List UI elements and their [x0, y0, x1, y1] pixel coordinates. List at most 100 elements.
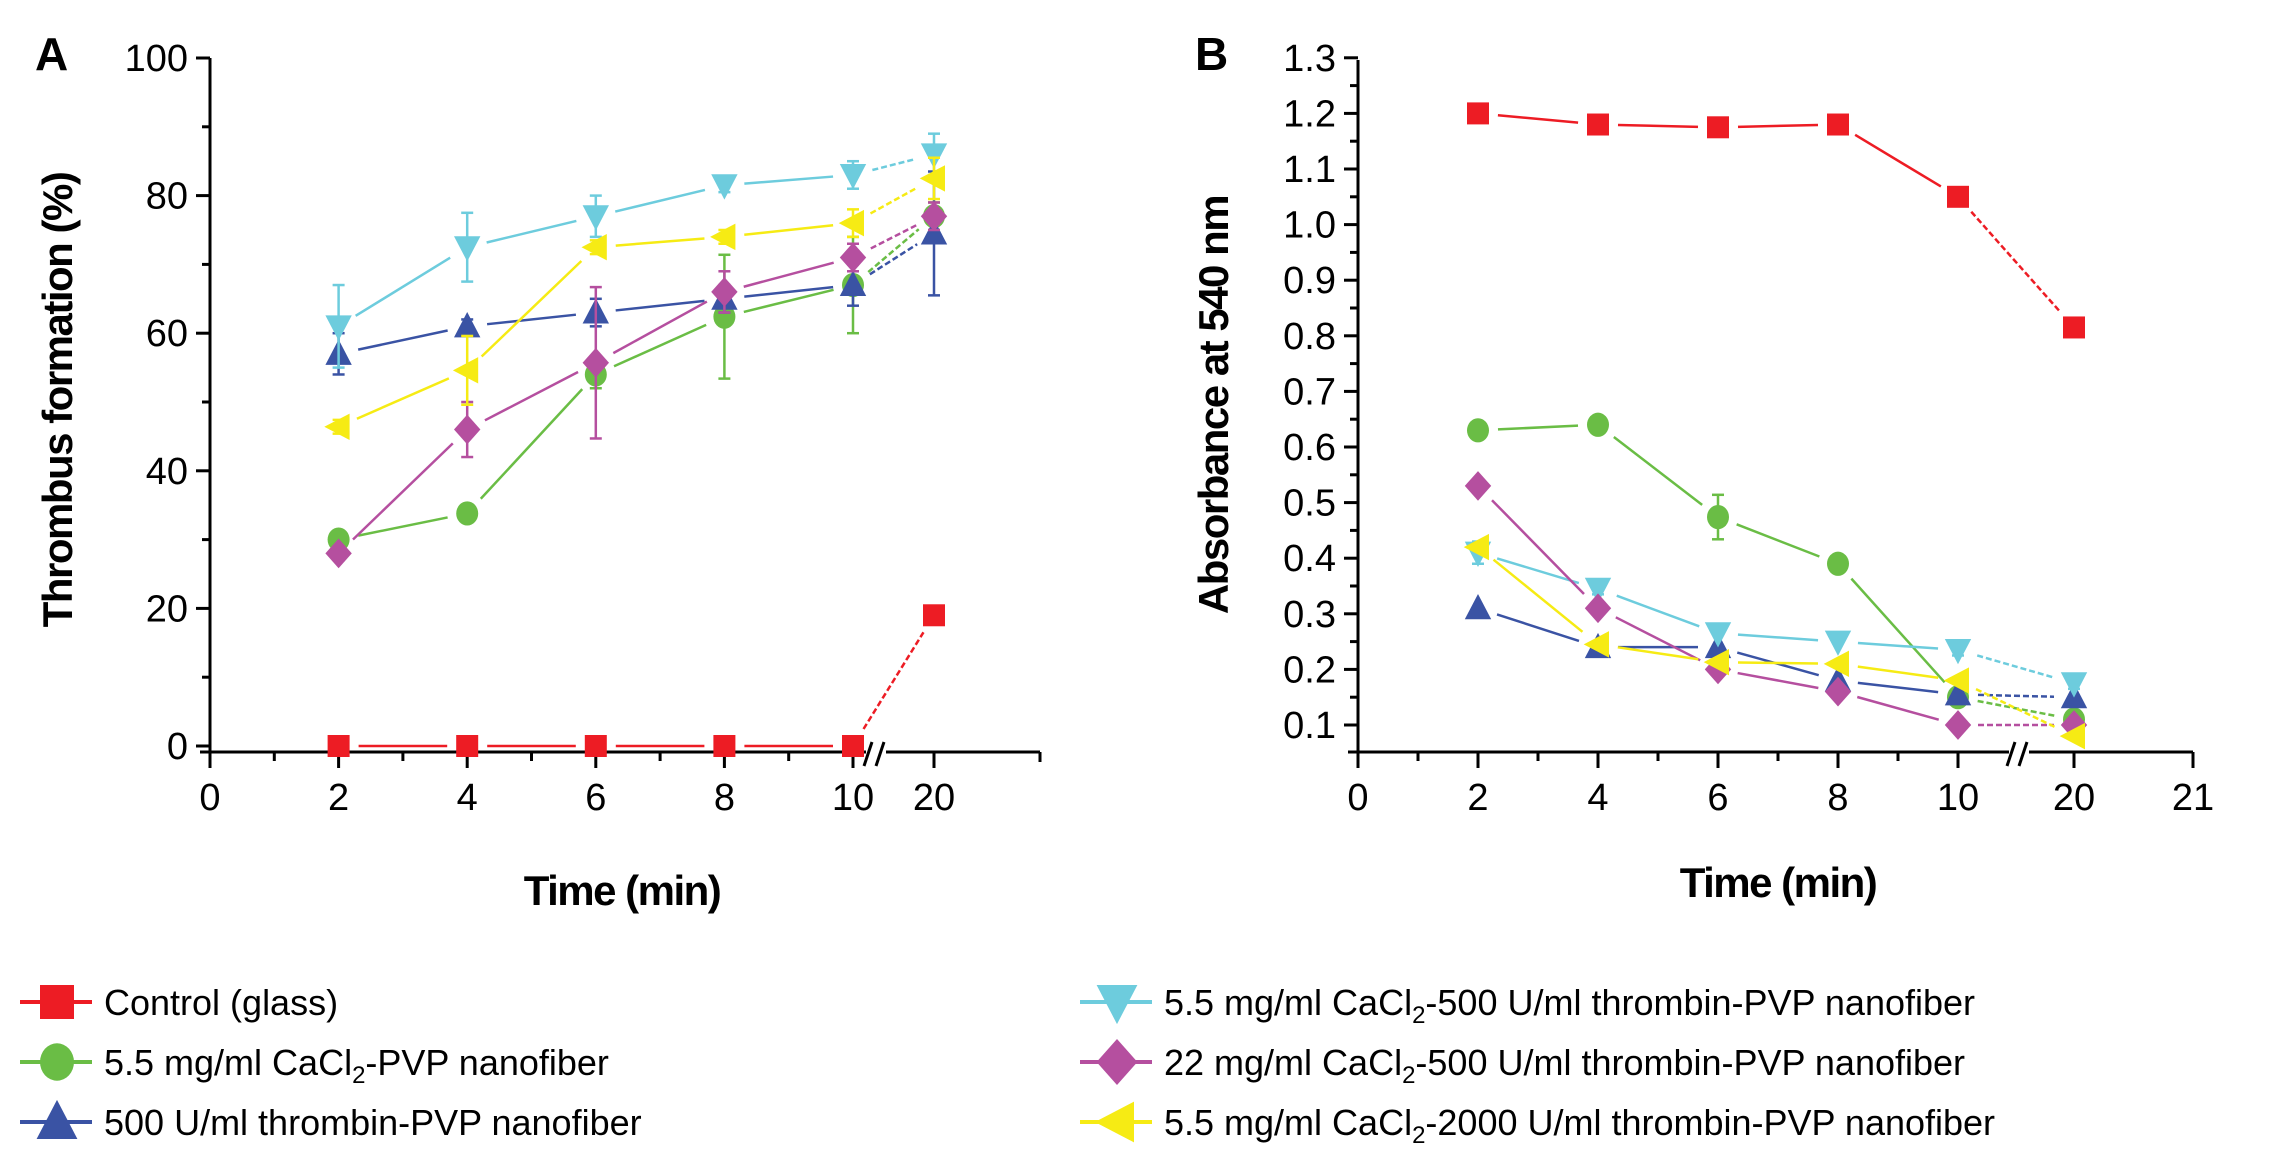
chart-b-x-axis-title: Time (min) — [1680, 859, 1877, 906]
data-point-square — [584, 735, 607, 757]
series-line-segment — [743, 288, 834, 314]
data-point-triangle-down — [454, 236, 481, 262]
chart-b-series — [1463, 102, 2088, 750]
data-point-diamond — [920, 201, 948, 232]
y-tick-label: 100 — [125, 38, 188, 80]
series-line-segment — [1496, 613, 1580, 643]
series-line-segment — [1977, 693, 2055, 698]
series-22-mg-ml-cacl2-500-u-ml-thrombin-pvp-nanofiber — [1464, 471, 2088, 740]
series-line-segment — [1857, 681, 1939, 694]
legend-marker-triangle-left-icon — [1094, 1101, 1134, 1143]
series-line-segment — [1857, 641, 1939, 650]
data-point-triangle-down — [1944, 638, 1972, 665]
y-tick-label: 1.3 — [1283, 38, 1336, 80]
series-line-segment — [1977, 699, 2055, 717]
data-point-diamond — [582, 347, 609, 378]
legend-label: 5.5 mg/ml CaCl2-PVP nanofiber — [104, 1042, 609, 1089]
series-line-segment — [872, 158, 915, 172]
chart-a-y-axis-title: Thrombus formation (%) — [34, 173, 81, 628]
y-tick-label: 0 — [167, 726, 188, 768]
series-line-segment — [1856, 695, 1940, 721]
data-point-square — [1947, 185, 1969, 208]
data-point-diamond — [2060, 710, 2088, 740]
data-point-square — [842, 735, 864, 757]
axis-break-mark — [862, 741, 874, 767]
y-tick-label: 0.4 — [1283, 538, 1336, 580]
series-line-segment — [613, 323, 707, 368]
legend-label: 22 mg/ml CaCl2-500 U/ml thrombin-PVP nan… — [1164, 1042, 1965, 1089]
x-tick-label: 10 — [1937, 777, 1979, 819]
y-tick-label: 0.5 — [1283, 483, 1336, 525]
series-500-u-ml-thrombin-pvp-nanofiber — [325, 170, 948, 376]
y-tick-label: 60 — [146, 313, 188, 355]
series-5-5-mg-ml-cacl2-500-u-ml-thrombin-pvp-nanofiber — [325, 132, 948, 369]
data-point-triangle-down — [920, 143, 948, 169]
series-line-segment — [1975, 688, 2057, 729]
series-line-segment — [614, 188, 706, 213]
series-5-5-mg-ml-cacl2-2000-u-ml-thrombin-pvp-nanofiber — [324, 156, 945, 440]
x-tick-label: 4 — [457, 777, 478, 819]
legend-marker-diamond-icon — [1096, 1039, 1138, 1085]
series-line-segment — [1737, 633, 1819, 642]
series-line-segment — [1857, 665, 1939, 680]
chart-a-series — [324, 132, 948, 757]
data-point-triangle-up — [839, 270, 867, 297]
series-line-segment — [869, 243, 918, 276]
data-point-triangle-down — [1584, 577, 1612, 604]
series-line-segment — [867, 228, 920, 274]
y-tick-label: 80 — [146, 176, 188, 218]
legend-item: 5.5 mg/ml CaCl2-PVP nanofiber — [20, 1042, 609, 1089]
series-line-segment — [479, 388, 584, 500]
series-line-segment — [1617, 646, 1699, 661]
legend-label: 5.5 mg/ml CaCl2-2000 U/ml thrombin-PVP n… — [1164, 1102, 1995, 1149]
x-tick-label: 20 — [2053, 777, 2095, 819]
x-tick-label: 0 — [1347, 777, 1368, 819]
data-point-diamond — [1584, 593, 1612, 624]
data-point-triangle-left — [1823, 650, 1849, 678]
series-line-segment — [356, 377, 450, 420]
y-tick-label: 1.2 — [1283, 93, 1336, 135]
y-tick-label: 0.6 — [1283, 427, 1336, 469]
data-point-diamond — [454, 414, 481, 445]
data-point-triangle-up — [1464, 593, 1492, 620]
data-point-triangle-left — [1463, 533, 1489, 561]
data-point-triangle-left — [452, 357, 479, 384]
data-point-square — [327, 735, 350, 757]
series-control-glass — [1467, 102, 2085, 339]
data-point-triangle-down — [1704, 622, 1732, 648]
series-line-segment — [862, 631, 925, 730]
data-point-square — [456, 735, 479, 757]
data-point-square — [1467, 102, 1489, 125]
data-point-diamond — [325, 538, 352, 569]
x-tick-label: 21 — [2172, 777, 2214, 819]
axis-break-mark — [874, 741, 886, 767]
y-tick-label: 40 — [146, 451, 188, 493]
legend-item: 22 mg/ml CaCl2-500 U/ml thrombin-PVP nan… — [1080, 1039, 1965, 1089]
data-point-square — [1707, 116, 1729, 139]
series-line-segment — [1491, 499, 1585, 595]
chart-b: B Absorbance at 540 nm Time (min) 0 2 4 6 8 1… — [1190, 28, 2214, 906]
series-control-glass — [327, 604, 945, 757]
series-line-segment — [1497, 424, 1579, 431]
series-line-segment — [354, 256, 451, 317]
series-line-segment — [1616, 594, 1700, 628]
x-tick-label: 4 — [1587, 777, 1608, 819]
data-point-square — [1587, 113, 1609, 136]
series-line-segment — [486, 219, 577, 244]
data-point-circle — [1827, 551, 1849, 576]
data-point-triangle-left — [1703, 648, 1729, 676]
legend-marker-triangle-down-icon — [1096, 985, 1138, 1025]
series-line-segment — [357, 329, 448, 351]
data-point-diamond — [1944, 710, 1972, 740]
x-tick-label: 20 — [913, 777, 955, 819]
series-line-segment — [484, 370, 579, 422]
data-point-triangle-down — [582, 205, 609, 231]
legend-label: 5.5 mg/ml CaCl2-500 U/ml thrombin-PVP na… — [1164, 982, 1975, 1029]
y-tick-label: 0.8 — [1283, 316, 1336, 358]
series-line-segment — [743, 261, 835, 288]
series-line-segment — [480, 260, 583, 358]
series-line-segment — [744, 285, 834, 298]
y-tick-label: 0.1 — [1283, 705, 1336, 747]
data-point-diamond — [711, 277, 738, 307]
legend: Control (glass) 5.5 mg/ml CaCl2-PVP nanof… — [20, 982, 1995, 1149]
